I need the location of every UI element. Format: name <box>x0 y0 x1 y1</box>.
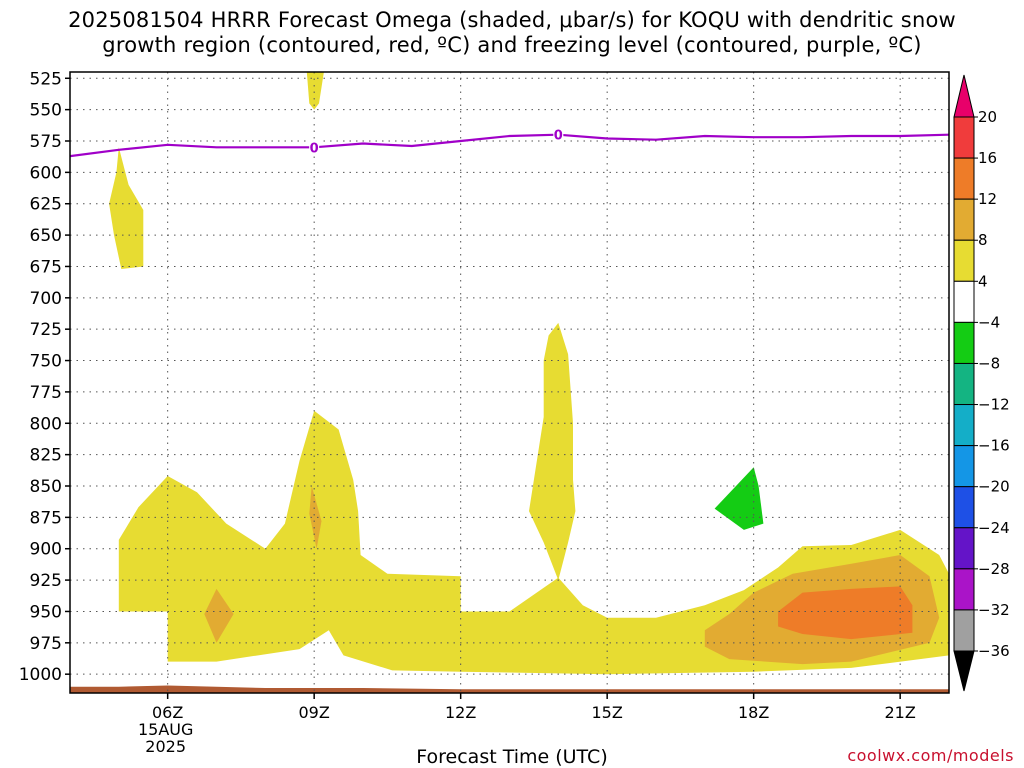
y-tick-label: 700 <box>30 289 62 309</box>
y-tick-label: 1000 <box>19 665 62 685</box>
colorbar-label: −32 <box>978 601 1010 619</box>
colorbar-label: −12 <box>978 396 1010 414</box>
y-tick-label: 925 <box>30 571 62 591</box>
y-tick-label: 875 <box>30 508 62 528</box>
chart-title-line2: growth region (contoured, red, ºC) and f… <box>102 33 922 57</box>
colorbar-box-9 <box>953 486 975 529</box>
colorbar-top-arrow <box>953 74 975 118</box>
x-tick-label: 06Z <box>152 703 183 722</box>
y-tick-label: 975 <box>30 634 62 654</box>
colorbar-box-0 <box>953 116 975 159</box>
y-tick-label: 725 <box>30 320 62 340</box>
colorbar: 20 16 12 8 4 −4 −8 −12 −16 −20 −24 −28 −32 −36 <box>953 74 1010 692</box>
watermark: coolwx.com/models <box>847 746 1014 765</box>
freezing-level-label: 0 <box>310 141 319 156</box>
y-tick-label: 825 <box>30 446 62 466</box>
colorbar-label: 12 <box>978 190 997 208</box>
terrain-fill <box>70 685 949 693</box>
freezing-label-bg-1 <box>553 127 564 142</box>
colorbar-box-2 <box>953 198 975 241</box>
colorbar-label: 20 <box>978 108 997 126</box>
x-tick-date: 15AUG <box>138 720 193 739</box>
x-tick-label: 09Z <box>299 703 330 722</box>
y-tick-label: 550 <box>30 101 62 121</box>
x-axis-title: Forecast Time (UTC) <box>416 746 608 768</box>
y-tick-label: 650 <box>30 226 62 246</box>
freezing-level-line <box>70 133 949 158</box>
plot-frame <box>69 71 950 694</box>
colorbar-box-7 <box>953 404 975 447</box>
omega-region-1 <box>109 147 144 269</box>
y-tick-label: 800 <box>30 414 62 434</box>
colorbar-box-11 <box>953 568 975 611</box>
colorbar-label: −8 <box>978 354 1000 372</box>
colorbar-label: 8 <box>978 231 988 249</box>
omega-region-4 <box>204 588 234 643</box>
colorbar-box-12 <box>953 609 975 652</box>
omega-region-0 <box>306 72 324 110</box>
y-tick-label: 675 <box>30 257 62 277</box>
x-tick-label: 18Z <box>738 703 769 722</box>
y-tick-label: 850 <box>30 477 62 497</box>
x-tick-label: 21Z <box>885 703 916 722</box>
omega-region-5 <box>309 486 322 549</box>
chart-title-line1: 2025081504 HRRR Forecast Omega (shaded, … <box>68 8 956 32</box>
colorbar-label: 4 <box>978 272 988 290</box>
colorbar-label: −20 <box>978 478 1010 496</box>
y-tick-label: 900 <box>30 540 62 560</box>
colorbar-label: −36 <box>978 642 1010 660</box>
colorbar-label: −4 <box>978 313 1000 331</box>
colorbar-box-10 <box>953 527 975 570</box>
terrain <box>70 685 949 693</box>
y-tick-label: 950 <box>30 602 62 622</box>
colorbar-box-4 <box>953 280 975 323</box>
colorbar-label: −16 <box>978 437 1010 455</box>
colorbar-box-3 <box>953 239 975 282</box>
colorbar-label: −24 <box>978 519 1010 537</box>
x-tick-label: 15Z <box>592 703 623 722</box>
y-tick-label: 575 <box>30 132 62 152</box>
omega-region-8 <box>714 467 764 530</box>
y-axis: 525 550 575 600 625 650 675 700 725 750 775 800 825 8… <box>19 69 70 685</box>
chart-title: 2025081504 HRRR Forecast Omega (shaded, … <box>0 8 1024 58</box>
colorbar-box-1 <box>953 157 975 200</box>
freezing-label-bg-0 <box>309 140 320 155</box>
y-tick-label: 600 <box>30 163 62 183</box>
omega-region-2 <box>529 322 576 581</box>
y-tick-label: 625 <box>30 195 62 215</box>
freezing-level: 00 <box>70 127 949 158</box>
omega-region-7 <box>778 586 913 640</box>
x-tick-year: 2025 <box>145 737 186 756</box>
colorbar-label: 16 <box>978 149 997 167</box>
y-tick-label: 775 <box>30 383 62 403</box>
x-tick-label: 12Z <box>445 703 476 722</box>
colorbar-label: −28 <box>978 560 1010 578</box>
colorbar-box-6 <box>953 362 975 406</box>
colorbar-bottom-arrow <box>953 650 975 692</box>
colorbar-box-5 <box>953 321 975 364</box>
freezing-level-label: 0 <box>554 129 563 144</box>
colorbar-box-8 <box>953 445 975 488</box>
y-tick-label: 525 <box>30 69 62 89</box>
omega-shading <box>109 72 949 675</box>
y-tick-label: 750 <box>30 352 62 372</box>
